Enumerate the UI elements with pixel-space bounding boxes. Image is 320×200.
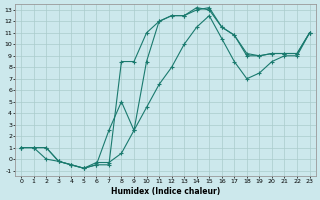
X-axis label: Humidex (Indice chaleur): Humidex (Indice chaleur) <box>111 187 220 196</box>
